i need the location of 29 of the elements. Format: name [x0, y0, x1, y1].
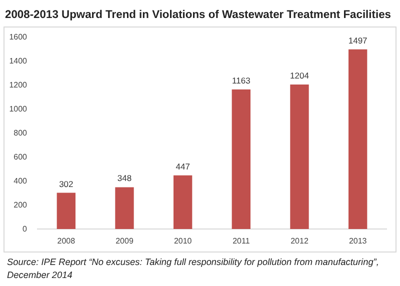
y-tick-label: 1600	[9, 32, 28, 42]
x-tick-label: 2011	[232, 236, 250, 246]
bar	[348, 49, 368, 229]
bar	[56, 192, 76, 229]
y-tick-label: 1200	[9, 80, 28, 90]
bar	[174, 175, 192, 229]
y-tick-label: 1000	[9, 104, 28, 114]
x-tick-label: 2013	[348, 236, 368, 246]
x-tick-label: 2010	[174, 236, 192, 246]
x-tick-label: 2008	[57, 236, 76, 246]
bar	[232, 89, 250, 229]
x-tick-label: 2009	[116, 236, 134, 246]
data-label: 302	[59, 178, 74, 189]
data-label: 1163	[232, 75, 251, 86]
x-tick-label: 2012	[290, 236, 309, 246]
data-label: 348	[117, 173, 132, 184]
y-tick-label: 1400	[9, 56, 28, 66]
data-label: 447	[176, 161, 190, 172]
y-tick-label: 200	[14, 200, 28, 210]
bar	[115, 187, 134, 229]
y-tick-label: 800	[14, 128, 28, 138]
y-tick-label: 600	[14, 152, 28, 162]
chart-title: 2008-2013 Upward Trend in Violations of Wastewater Treatment Facilities	[5, 9, 392, 21]
y-tick-label: 400	[14, 176, 28, 186]
data-label: 1204	[290, 70, 310, 81]
data-label: 1497	[348, 35, 368, 46]
y-tick-label: 0	[22, 224, 28, 234]
bar	[290, 84, 309, 229]
source-note: Source: IPE Report “No excuses: Taking full responsibility for pollution from manufacturing”, December 2014	[7, 257, 379, 280]
